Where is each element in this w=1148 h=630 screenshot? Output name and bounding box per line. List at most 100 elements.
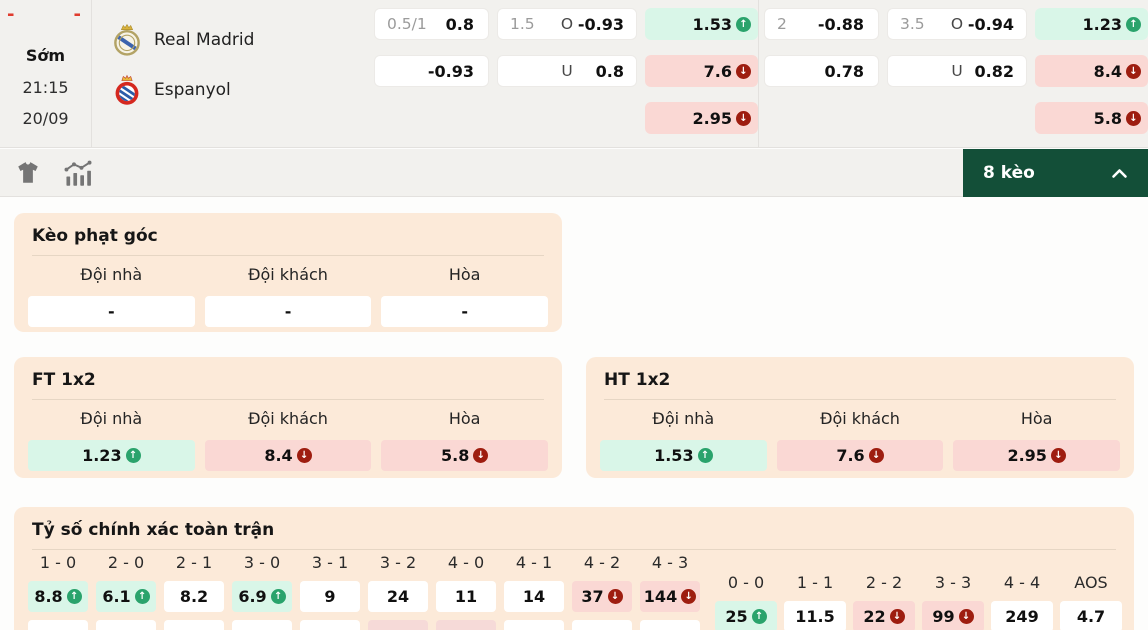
handicap-away-odds-box[interactable]: -0.93 bbox=[374, 55, 489, 87]
over-odds-box[interactable]: 3.5 O -0.94 bbox=[887, 8, 1027, 40]
odds-value: 7.6 bbox=[836, 446, 865, 465]
score-odds-box[interactable]: 37 ↓ bbox=[572, 581, 632, 612]
score-label: 2 - 2 bbox=[865, 573, 903, 592]
corner-draw-odds-box[interactable]: - bbox=[381, 296, 549, 327]
under-odds-box[interactable]: U 0.8 bbox=[497, 55, 637, 87]
under-odds-box[interactable]: U 0.82 bbox=[887, 55, 1027, 87]
under-label: U bbox=[561, 62, 573, 80]
handicap-home-odds-box[interactable]: 2 -0.88 bbox=[764, 8, 879, 40]
odds-value: - bbox=[461, 302, 468, 321]
odds-group-1: 0.5/1 0.8 1.5 O -0.93 1.53 ↑ -0.93 bbox=[370, 0, 758, 147]
draw-odds-box[interactable]: 2.95 ↓ bbox=[645, 102, 758, 134]
odds-value: 25 bbox=[725, 607, 748, 626]
ft-home-odds-box[interactable]: 1.23 ↑ bbox=[28, 440, 195, 471]
trend-icon: ↓ bbox=[473, 448, 489, 463]
ft-away-odds-box[interactable]: 8.4 ↓ bbox=[204, 440, 372, 471]
score-odds-box[interactable]: 6.1 ↑ bbox=[96, 581, 156, 612]
corner-home-odds-box[interactable]: - bbox=[28, 296, 195, 327]
score-odds-box-partial[interactable] bbox=[368, 620, 428, 630]
odds-sections: Kèo phạt góc Đội nhà - Đội khách - bbox=[0, 198, 1148, 630]
score-odds-box[interactable]: 8.2 bbox=[164, 581, 224, 612]
stats-chart-icon[interactable] bbox=[63, 160, 93, 186]
home-win-odds-box[interactable]: 1.53 ↑ bbox=[645, 8, 758, 40]
odds-value: -0.93 bbox=[577, 14, 624, 34]
score-odds-box[interactable]: 25 ↑ bbox=[715, 601, 777, 630]
score-odds-box[interactable]: 249 bbox=[991, 601, 1053, 630]
score-column: 4 - 2 37 ↓ bbox=[572, 553, 632, 630]
trend-icon: ↑ bbox=[125, 448, 141, 463]
score-odds-box-partial[interactable] bbox=[164, 620, 224, 630]
score-odds-box[interactable]: 144 ↓ bbox=[640, 581, 700, 612]
odds-value: 11.5 bbox=[795, 607, 835, 626]
score-label: 4 - 2 bbox=[583, 553, 621, 572]
score-odds-box[interactable]: 99 ↓ bbox=[922, 601, 984, 630]
odds-value: 6.9 bbox=[238, 587, 267, 606]
odds-value: -0.88 bbox=[817, 14, 864, 34]
odds-value: 8.4 bbox=[1093, 61, 1122, 81]
home-win-odds-box[interactable]: 1.23 ↑ bbox=[1035, 8, 1148, 40]
score-odds-box[interactable]: 6.9 ↑ bbox=[232, 581, 292, 612]
jersey-icon[interactable] bbox=[15, 160, 41, 186]
corner-away-odds-box[interactable]: - bbox=[204, 296, 372, 327]
score-label: 1 - 1 bbox=[796, 573, 834, 592]
odds-value: - bbox=[108, 302, 115, 321]
match-odds-board: - - Sớm 21:15 20/09 Real Madrid bbox=[0, 0, 1148, 148]
trend-icon: ↑ bbox=[736, 16, 751, 32]
odds-value: 249 bbox=[1005, 607, 1039, 626]
score-odds-box[interactable]: 24 bbox=[368, 581, 428, 612]
over-label: O bbox=[950, 15, 964, 33]
score-odds-box-partial[interactable] bbox=[28, 620, 88, 630]
home-header: Đội nhà bbox=[652, 409, 715, 428]
odds-value: 0.8 bbox=[445, 14, 474, 34]
trend-icon: ↓ bbox=[958, 609, 974, 624]
score-odds-box[interactable]: 9 bbox=[300, 581, 360, 612]
score-label: AOS bbox=[1074, 573, 1108, 592]
bet-count-toggle-button[interactable]: 8 kèo bbox=[963, 149, 1148, 197]
score-odds-box-partial[interactable] bbox=[640, 620, 700, 630]
trend-icon: ↑ bbox=[66, 589, 82, 604]
score-label: 4 - 3 bbox=[651, 553, 689, 572]
score-odds-box-partial[interactable] bbox=[572, 620, 632, 630]
score-odds-box-partial[interactable] bbox=[232, 620, 292, 630]
goals-line: 3.5 bbox=[900, 15, 925, 33]
ft-1x2-card: FT 1x2 Đội nhà 1.23 ↑ Đội khách 8.4 ↓ bbox=[14, 357, 562, 478]
odds-value: -0.93 bbox=[427, 61, 474, 81]
home-team-row: Real Madrid bbox=[112, 18, 370, 62]
score-column: 2 - 2 22 ↓ bbox=[853, 573, 915, 630]
odds-value: 99 bbox=[932, 607, 955, 626]
ft-draw-odds-box[interactable]: 5.8 ↓ bbox=[381, 440, 549, 471]
draw-odds-box[interactable]: 5.8 ↓ bbox=[1035, 102, 1148, 134]
score-column: 0 - 0 25 ↑ bbox=[715, 573, 777, 630]
score-odds-box[interactable]: 14 bbox=[504, 581, 564, 612]
score-odds-box-partial[interactable] bbox=[300, 620, 360, 630]
handicap-away-odds-box[interactable]: 0.78 bbox=[764, 55, 879, 87]
score-odds-box[interactable]: 11.5 bbox=[784, 601, 846, 630]
score-label: 2 - 1 bbox=[175, 553, 213, 572]
trend-icon: ↓ bbox=[607, 589, 623, 604]
odds-value: 9 bbox=[324, 587, 336, 606]
divider bbox=[604, 399, 1116, 400]
away-win-odds-box[interactable]: 8.4 ↓ bbox=[1035, 55, 1148, 87]
score-column: 3 - 0 6.9 ↑ bbox=[232, 553, 292, 630]
odds-value: 37 bbox=[581, 587, 604, 606]
away-header: Đội khách bbox=[820, 409, 900, 428]
score-odds-box-partial[interactable] bbox=[504, 620, 564, 630]
correct-score-left-group: 1 - 0 8.8 ↑ 2 - 0 6.1 ↑ 2 - 1 bbox=[28, 553, 700, 630]
match-phase-label: Sớm bbox=[25, 46, 66, 65]
over-odds-box[interactable]: 1.5 O -0.93 bbox=[497, 8, 637, 40]
ht-away-odds-box[interactable]: 7.6 ↓ bbox=[776, 440, 944, 471]
score-odds-box[interactable]: 8.8 ↑ bbox=[28, 581, 88, 612]
handicap-home-odds-box[interactable]: 0.5/1 0.8 bbox=[374, 8, 489, 40]
score-odds-box[interactable]: 4.7 bbox=[1060, 601, 1122, 630]
score-column: 1 - 0 8.8 ↑ bbox=[28, 553, 88, 630]
odds-value: 11 bbox=[454, 587, 478, 606]
draw-header: Hòa bbox=[1020, 409, 1053, 428]
ht-draw-odds-box[interactable]: 2.95 ↓ bbox=[953, 440, 1121, 471]
kickoff-time: 21:15 bbox=[22, 78, 69, 97]
score-odds-box[interactable]: 11 bbox=[436, 581, 496, 612]
score-odds-box[interactable]: 22 ↓ bbox=[853, 601, 915, 630]
score-odds-box-partial[interactable] bbox=[436, 620, 496, 630]
away-win-odds-box[interactable]: 7.6 ↓ bbox=[645, 55, 758, 87]
ht-home-odds-box[interactable]: 1.53 ↑ bbox=[600, 440, 767, 471]
score-odds-box-partial[interactable] bbox=[96, 620, 156, 630]
